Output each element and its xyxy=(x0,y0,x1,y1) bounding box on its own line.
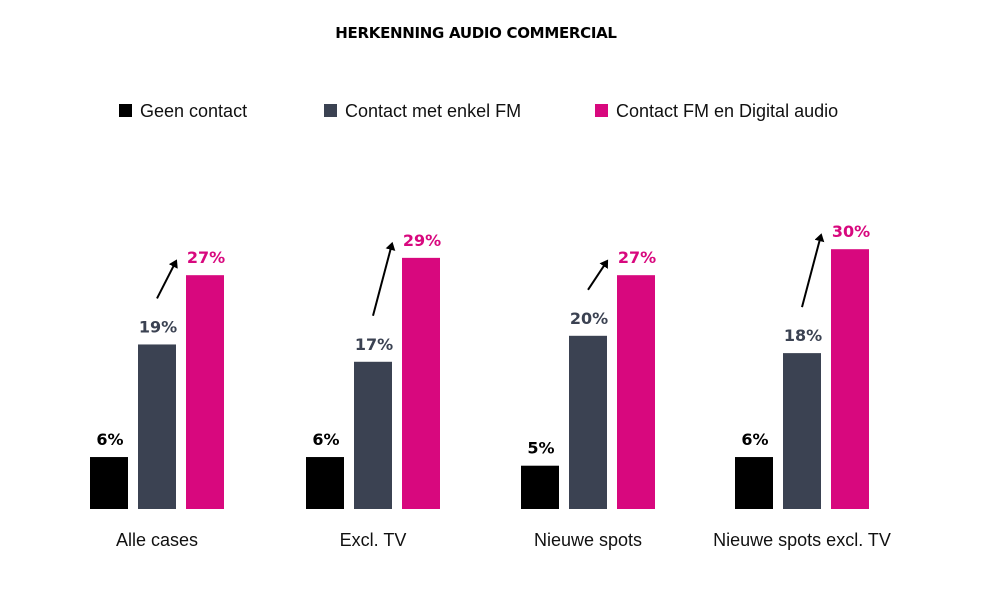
value-label-contact-fm-en-digital-audio-excl-tv: 29% xyxy=(403,231,441,250)
bar-contact-fm-en-digital-audio-nieuwe-spots xyxy=(617,275,655,509)
growth-arrow-excl-tv xyxy=(372,241,396,317)
value-label-geen-contact-alle-cases: 6% xyxy=(96,430,123,449)
value-label-geen-contact-nieuwe-spots-excl-tv: 6% xyxy=(741,430,768,449)
legend-swatch-contact-met-enkel-fm xyxy=(324,104,337,117)
growth-arrow-nieuwe-spots xyxy=(587,259,609,291)
value-label-contact-met-enkel-fm-alle-cases: 19% xyxy=(139,317,177,336)
value-label-geen-contact-nieuwe-spots: 5% xyxy=(527,439,554,458)
bar-geen-contact-excl-tv xyxy=(306,457,344,509)
value-label-contact-met-enkel-fm-nieuwe-spots: 20% xyxy=(570,309,608,328)
legend-swatch-geen-contact xyxy=(119,104,132,117)
value-label-geen-contact-excl-tv: 6% xyxy=(312,430,339,449)
bar-geen-contact-nieuwe-spots-excl-tv xyxy=(735,457,773,509)
value-label-contact-met-enkel-fm-excl-tv: 17% xyxy=(355,335,393,354)
legend: Geen contact Contact met enkel FM Contact … xyxy=(119,101,838,121)
chart-title: HERKENNING AUDIO COMMERCIAL xyxy=(335,24,617,42)
legend-label-contact-fm-en-digital-audio: Contact FM en Digital audio xyxy=(616,101,838,121)
category-labels: Alle cases Excl. TV Nieuwe spots Nieuwe spo… xyxy=(116,530,891,550)
bars xyxy=(90,249,869,509)
bar-contact-met-enkel-fm-nieuwe-spots xyxy=(569,335,607,509)
legend-label-contact-met-enkel-fm: Contact met enkel FM xyxy=(345,101,521,121)
value-label-contact-met-enkel-fm-nieuwe-spots-excl-tv: 18% xyxy=(784,326,822,345)
bar-geen-contact-alle-cases xyxy=(90,457,128,509)
bar-contact-fm-en-digital-audio-nieuwe-spots-excl-tv xyxy=(831,249,869,509)
bar-contact-met-enkel-fm-excl-tv xyxy=(354,361,392,509)
growth-arrows xyxy=(156,233,825,317)
bar-geen-contact-nieuwe-spots xyxy=(521,465,559,509)
category-label-excl-tv: Excl. TV xyxy=(340,530,407,550)
value-label-contact-fm-en-digital-audio-nieuwe-spots-excl-tv: 30% xyxy=(832,222,870,241)
category-label-alle-cases: Alle cases xyxy=(116,530,198,550)
legend-swatch-contact-fm-en-digital-audio xyxy=(595,104,608,117)
category-label-nieuwe-spots-excl-tv: Nieuwe spots excl. TV xyxy=(713,530,891,550)
bar-contact-fm-en-digital-audio-excl-tv xyxy=(402,257,440,509)
bar-contact-fm-en-digital-audio-alle-cases xyxy=(186,275,224,509)
value-label-contact-fm-en-digital-audio-alle-cases: 27% xyxy=(187,248,225,267)
legend-label-geen-contact: Geen contact xyxy=(140,101,247,121)
value-label-contact-fm-en-digital-audio-nieuwe-spots: 27% xyxy=(618,248,656,267)
bar-contact-met-enkel-fm-nieuwe-spots-excl-tv xyxy=(783,353,821,509)
category-label-nieuwe-spots: Nieuwe spots xyxy=(534,530,642,550)
value-labels: 6% 19% 27% 6% 17% 29% 5% 20% 27% 6% 18% 30% xyxy=(96,222,870,458)
growth-arrow-nieuwe-spots-excl-tv xyxy=(801,233,825,308)
bar-contact-met-enkel-fm-alle-cases xyxy=(138,344,176,509)
growth-arrow-alle-cases xyxy=(156,259,178,299)
